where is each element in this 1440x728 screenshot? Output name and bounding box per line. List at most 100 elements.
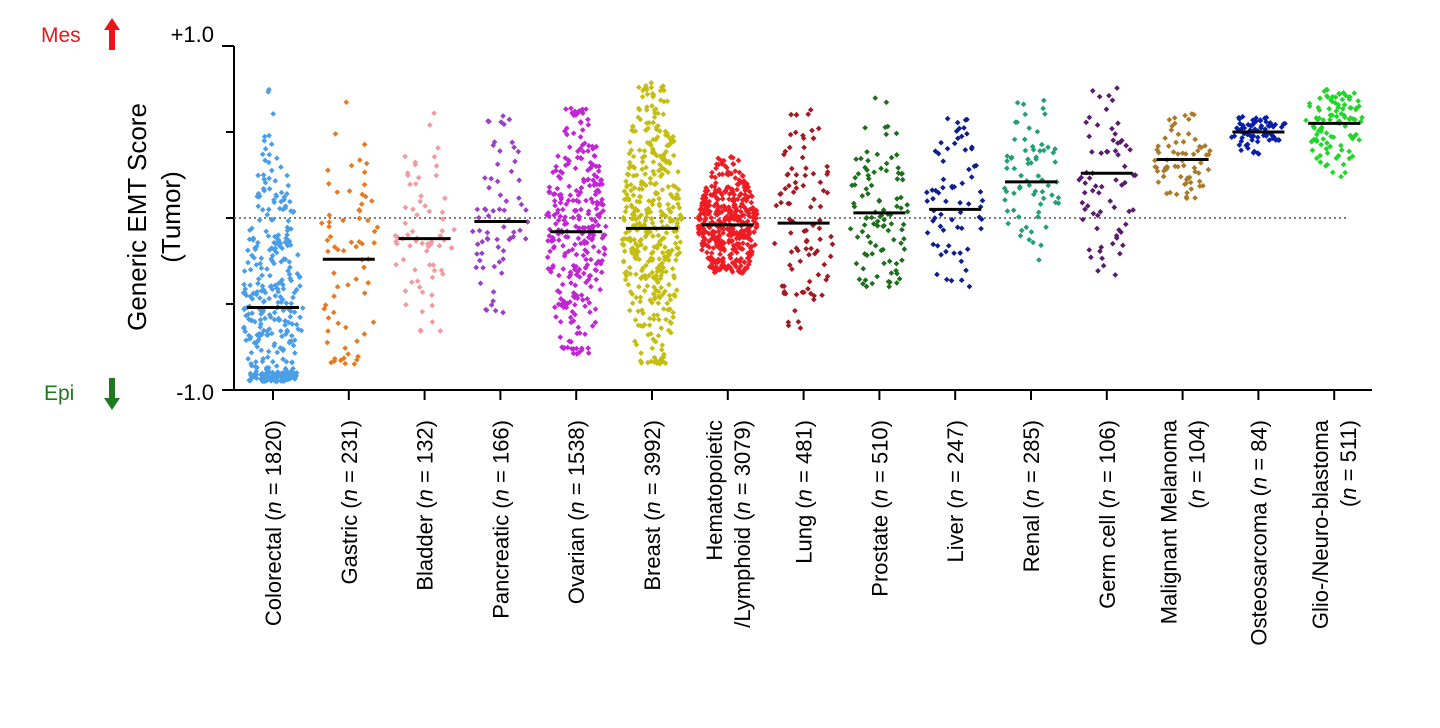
data-point	[655, 300, 662, 307]
data-point	[293, 286, 300, 293]
data-point	[1152, 157, 1158, 164]
data-point	[285, 370, 291, 376]
data-point	[474, 241, 481, 248]
data-point	[887, 279, 893, 285]
data-point	[492, 307, 499, 314]
data-point	[1276, 137, 1282, 143]
data-point	[653, 124, 660, 130]
data-point	[645, 331, 651, 338]
data-point	[806, 251, 812, 258]
data-point	[1239, 113, 1246, 120]
data-point	[583, 197, 589, 204]
data-point	[865, 157, 871, 164]
data-point	[596, 248, 602, 255]
category-label: Colorectal (n = 1820)	[261, 420, 286, 626]
data-point	[500, 256, 506, 262]
data-point	[1045, 182, 1052, 189]
data-point	[655, 110, 661, 117]
dot-cluster-8	[771, 106, 836, 331]
data-point	[266, 175, 272, 182]
data-point	[890, 236, 897, 243]
data-point	[894, 176, 901, 182]
data-point	[642, 233, 649, 240]
category-labels: Colorectal (n = 1820) Gastric (n = 231) Bl…	[261, 419, 1361, 645]
category-label: Liver (n = 247)	[943, 420, 968, 562]
data-point	[649, 146, 656, 152]
data-point	[790, 189, 797, 196]
data-point	[670, 309, 676, 316]
data-point	[271, 260, 277, 267]
data-point	[584, 177, 591, 183]
data-point	[1113, 177, 1119, 183]
data-point	[557, 199, 564, 206]
data-point	[596, 181, 603, 188]
data-point	[778, 190, 784, 197]
data-point	[264, 332, 270, 338]
data-point	[1185, 131, 1192, 137]
data-point	[817, 203, 824, 210]
data-point	[709, 255, 715, 262]
data-point	[561, 221, 568, 228]
dot-cluster-15	[1303, 86, 1365, 180]
category-label: Gastric (n = 231)	[337, 420, 362, 584]
data-point	[747, 206, 753, 213]
data-point	[665, 201, 671, 208]
data-point	[785, 319, 792, 326]
data-point	[426, 262, 433, 268]
data-point	[1045, 144, 1051, 151]
data-point	[649, 269, 656, 276]
data-point	[644, 283, 651, 289]
data-point	[374, 224, 381, 231]
data-point	[853, 156, 859, 163]
category-label-text: Germ cell (n = 106)	[1095, 420, 1120, 609]
data-point	[1353, 105, 1360, 111]
data-point	[1089, 187, 1096, 194]
data-point	[600, 201, 606, 208]
data-point	[247, 266, 254, 273]
data-point	[827, 253, 834, 260]
data-point	[1103, 106, 1110, 113]
data-point	[259, 372, 266, 379]
data-point	[885, 227, 892, 234]
data-point	[331, 293, 337, 300]
data-point	[658, 325, 665, 331]
data-point	[1004, 153, 1011, 160]
data-point	[883, 99, 890, 106]
data-point	[940, 176, 947, 183]
data-point	[630, 153, 637, 160]
data-point	[978, 216, 985, 223]
data-point	[429, 302, 436, 309]
data-point	[576, 266, 583, 273]
data-point	[700, 234, 707, 240]
data-point	[577, 134, 584, 140]
data-point	[829, 241, 836, 248]
data-point	[622, 276, 629, 283]
arrow-down-icon	[104, 378, 120, 410]
data-point	[802, 172, 809, 179]
data-point	[1086, 114, 1093, 121]
data-point	[547, 248, 553, 255]
data-point	[643, 207, 650, 213]
data-point	[728, 251, 735, 257]
data-point	[285, 237, 292, 244]
data-point	[644, 139, 651, 146]
data-point	[1309, 147, 1316, 154]
data-point	[706, 202, 713, 209]
data-point	[508, 168, 515, 175]
data-point	[705, 207, 711, 214]
data-point	[852, 174, 858, 181]
data-point	[753, 215, 760, 221]
data-point	[431, 110, 437, 117]
data-point	[1022, 147, 1029, 154]
data-point	[1188, 186, 1195, 192]
data-point	[876, 197, 883, 204]
data-point	[1100, 262, 1107, 269]
data-point	[1257, 117, 1264, 123]
data-point	[659, 291, 666, 298]
data-point	[589, 223, 595, 230]
data-point	[572, 165, 579, 172]
data-point	[359, 240, 365, 247]
data-point	[569, 110, 575, 116]
data-point	[414, 278, 421, 284]
data-point	[924, 198, 931, 204]
